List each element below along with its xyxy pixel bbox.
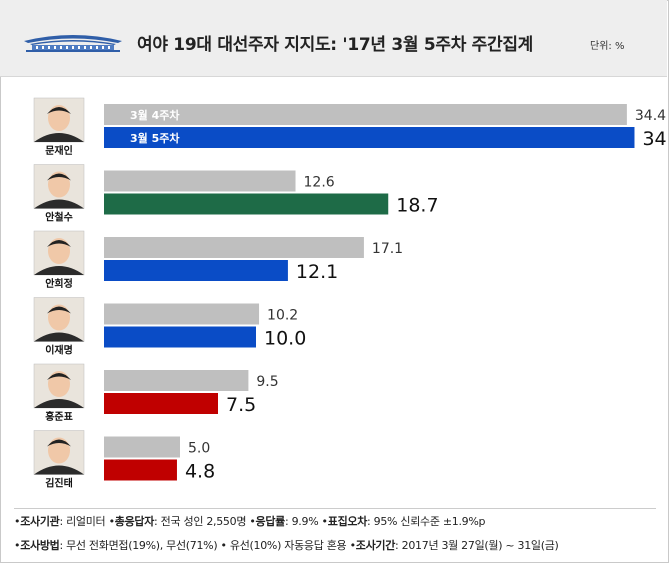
respondents-value: 전국 성인 2,550명 xyxy=(160,515,247,528)
footer-notes: •조사기관: 리얼미터 •총응답자: 전국 성인 2,550명 •응답률: 9.… xyxy=(14,510,656,558)
agency-label: 조사기관 xyxy=(20,515,60,528)
candidate-photo-face xyxy=(48,238,70,264)
candidate-photo-face xyxy=(48,105,70,131)
value-label-current-week: 10.0 xyxy=(264,328,306,350)
bar-prev-week xyxy=(104,370,249,391)
legend-current-week: 3월 5주차 xyxy=(130,131,180,145)
bar-prev-week xyxy=(104,237,364,258)
value-label-prev-week: 10.2 xyxy=(267,308,298,324)
footer-row-2: •조사방법: 무선 전화면접(19%), 무선(71%) • 유선(10%) 자… xyxy=(14,539,559,552)
chart-title: 여야 19대 대선주자 지지도: '17년 3월 5주차 주간집계 xyxy=(137,35,534,55)
candidate-name: 안희정 xyxy=(45,277,73,290)
value-label-current-week: 18.7 xyxy=(396,195,438,217)
bar-current-week xyxy=(104,127,635,148)
candidate-photo-face xyxy=(48,371,70,397)
bar-current-week xyxy=(104,393,218,414)
sampling-error-value: 95% 신뢰수준 ±1.9%p xyxy=(373,515,486,528)
method-label: 조사방법 xyxy=(20,539,60,552)
candidate-name: 홍준표 xyxy=(45,410,73,423)
response-rate-value: 9.9% xyxy=(291,515,319,528)
bar-prev-week xyxy=(104,170,296,192)
candidate-name: 이재명 xyxy=(45,344,73,357)
bar-current-week xyxy=(104,260,288,281)
unit-label: 단위: % xyxy=(590,41,625,52)
value-label-current-week: 4.8 xyxy=(185,461,215,483)
legend-prev-week: 3월 4주차 xyxy=(130,108,180,122)
value-label-prev-week: 5.0 xyxy=(188,441,210,457)
value-label-prev-week: 9.5 xyxy=(256,374,278,390)
method-value: 무선 전화면접(19%), 무선(71%) • 유선(10%) 자동응답 혼용 xyxy=(66,539,347,552)
candidate-photo-hair xyxy=(47,240,71,247)
candidate-photo-suit xyxy=(34,199,84,209)
candidate-photo-hair xyxy=(47,173,71,181)
candidate-photo-face xyxy=(48,437,70,464)
value-label-current-week: 12.1 xyxy=(296,261,338,283)
response-rate-label: 응답률 xyxy=(255,515,286,528)
bar-current-week xyxy=(104,459,177,481)
value-label-current-week: 34.9 xyxy=(642,128,667,150)
bar-prev-week xyxy=(104,303,260,325)
candidate-name: 안철수 xyxy=(45,211,73,224)
agency-value: 리얼미터 xyxy=(66,515,106,528)
candidate-photo-face xyxy=(48,171,70,198)
candidate-photo-suit xyxy=(34,399,84,408)
candidate-photo-hair xyxy=(47,373,71,380)
candidate-photo-suit xyxy=(34,133,84,142)
bar-current-week xyxy=(104,193,389,215)
candidate-photo-hair xyxy=(47,306,71,314)
respondents-label: 총응답자 xyxy=(114,515,155,528)
value-label-prev-week: 17.1 xyxy=(372,241,403,257)
bar-prev-week xyxy=(104,104,627,125)
footer-row-1: •조사기관: 리얼미터 •총응답자: 전국 성인 2,550명 •응답률: 9.… xyxy=(14,515,486,528)
candidate-name: 김진태 xyxy=(45,477,73,490)
candidate-name: 문재인 xyxy=(45,144,73,157)
candidate-photo-hair xyxy=(47,107,71,114)
candidate-photo-hair xyxy=(47,439,71,447)
footer-divider xyxy=(14,508,656,509)
value-label-current-week: 7.5 xyxy=(226,394,256,416)
blue-house-logo-icon xyxy=(24,35,122,52)
sampling-error-label: 표집오차 xyxy=(327,515,368,528)
period-label: 조사기간 xyxy=(355,539,396,552)
candidate-photo-face xyxy=(48,304,70,331)
value-label-prev-week: 12.6 xyxy=(304,175,335,191)
value-label-prev-week: 34.4 xyxy=(635,108,666,124)
bar-current-week xyxy=(104,326,256,348)
candidate-photo-suit xyxy=(34,332,84,342)
candidate-photo-suit xyxy=(34,266,84,275)
period-value: 2017년 3월 27일(월) ~ 31일(금) xyxy=(401,539,559,552)
bar-prev-week xyxy=(104,436,180,458)
candidate-photo-suit xyxy=(34,465,84,475)
header: 여야 19대 대선주자 지지도: '17년 3월 5주차 주간집계 단위: % xyxy=(0,0,667,77)
